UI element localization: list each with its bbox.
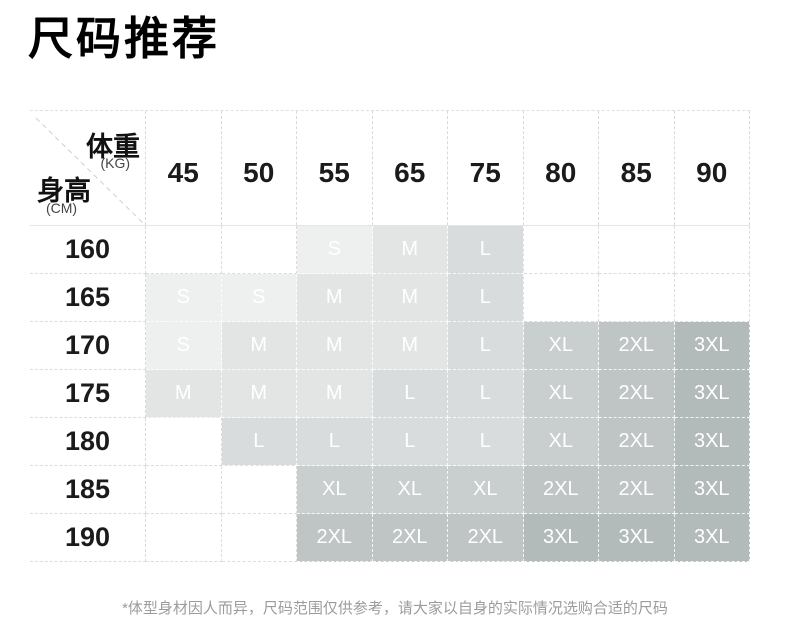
size-cell-empty: [221, 514, 297, 562]
size-cell: XL: [372, 466, 448, 514]
weight-col-header: 85: [599, 111, 675, 225]
size-cell: 3XL: [674, 322, 750, 370]
size-cell: XL: [523, 322, 599, 370]
height-axis-label: 身高: [37, 176, 91, 206]
size-cell: L: [221, 418, 297, 466]
weight-axis-label: 体重: [86, 132, 140, 162]
height-row-label: 185: [30, 466, 146, 514]
size-cell: 2XL: [599, 322, 675, 370]
size-cell: S: [146, 274, 222, 322]
table-header: 体重 (KG) 身高 (CM) 45 50 55 65 75 80 85 90: [30, 110, 750, 226]
size-cell-empty: [221, 226, 297, 274]
weight-axis-unit: (KG): [100, 155, 130, 171]
height-row-label: 190: [30, 514, 146, 562]
table-corner-cell: 体重 (KG) 身高 (CM): [30, 111, 146, 225]
size-cell-empty: [146, 514, 222, 562]
size-cell: XL: [297, 466, 373, 514]
size-cell: 2XL: [372, 514, 448, 562]
size-cell: S: [221, 274, 297, 322]
weight-col-header: 65: [373, 111, 448, 225]
size-cell: M: [372, 322, 448, 370]
height-row-label: 165: [30, 274, 146, 322]
size-cell: 2XL: [297, 514, 373, 562]
size-recommendation-table: 体重 (KG) 身高 (CM) 45 50 55 65 75 80 85 90 160 S M L 1…: [30, 110, 750, 562]
size-cell-empty: [146, 466, 222, 514]
size-cell: L: [448, 226, 524, 274]
size-cell: 3XL: [674, 466, 750, 514]
size-cell: XL: [523, 370, 599, 418]
table-body: 160 S M L 165 S S M M L 170 S M M M L XL 2XL 3XL 175 M M M L L XL…: [30, 226, 750, 562]
size-cell: L: [448, 370, 524, 418]
size-cell: XL: [523, 418, 599, 466]
weight-col-header: 75: [448, 111, 524, 225]
page-title: 尺码推荐: [28, 13, 221, 64]
size-cell: L: [448, 274, 524, 322]
size-cell: M: [372, 274, 448, 322]
size-cell: 2XL: [599, 370, 675, 418]
size-cell-empty: [523, 226, 599, 274]
size-cell: L: [297, 418, 373, 466]
size-cell: S: [297, 226, 373, 274]
footnote: *体型身材因人而异，尺码范围仅供参考，请大家以自身的实际情况选购合适的尺码: [122, 600, 668, 617]
size-cell-empty: [146, 226, 222, 274]
size-cell: L: [372, 418, 448, 466]
size-cell-empty: [674, 226, 750, 274]
size-cell: M: [297, 322, 373, 370]
size-cell: S: [146, 322, 222, 370]
size-cell: M: [221, 370, 297, 418]
size-cell: M: [297, 274, 373, 322]
size-cell: L: [448, 322, 524, 370]
corner-diagonal-line: [35, 117, 144, 224]
size-cell: 2XL: [523, 466, 599, 514]
size-cell-empty: [599, 226, 675, 274]
size-cell: 3XL: [674, 514, 750, 562]
size-cell-empty: [599, 274, 675, 322]
size-cell-empty: [146, 418, 222, 466]
weight-col-header: 55: [297, 111, 373, 225]
size-cell-empty: [523, 274, 599, 322]
size-cell-empty: [674, 274, 750, 322]
size-cell: M: [146, 370, 222, 418]
size-cell: 3XL: [523, 514, 599, 562]
size-cell: 2XL: [599, 418, 675, 466]
size-cell: M: [221, 322, 297, 370]
size-cell: 3XL: [674, 418, 750, 466]
size-cell: L: [372, 370, 448, 418]
size-cell: 2XL: [599, 466, 675, 514]
height-row-label: 175: [30, 370, 146, 418]
size-cell: M: [297, 370, 373, 418]
height-row-label: 170: [30, 322, 146, 370]
size-cell: 3XL: [599, 514, 675, 562]
height-axis-unit: (CM): [46, 200, 78, 216]
size-cell: XL: [448, 466, 524, 514]
height-row-label: 180: [30, 418, 146, 466]
size-cell: 2XL: [448, 514, 524, 562]
height-row-label: 160: [30, 226, 146, 274]
size-cell: M: [372, 226, 448, 274]
weight-col-header: 45: [146, 111, 222, 225]
weight-col-header: 80: [524, 111, 599, 225]
size-cell: 3XL: [674, 370, 750, 418]
weight-col-header: 90: [675, 111, 750, 225]
weight-col-header: 50: [222, 111, 297, 225]
size-cell: L: [448, 418, 524, 466]
size-cell-empty: [221, 466, 297, 514]
